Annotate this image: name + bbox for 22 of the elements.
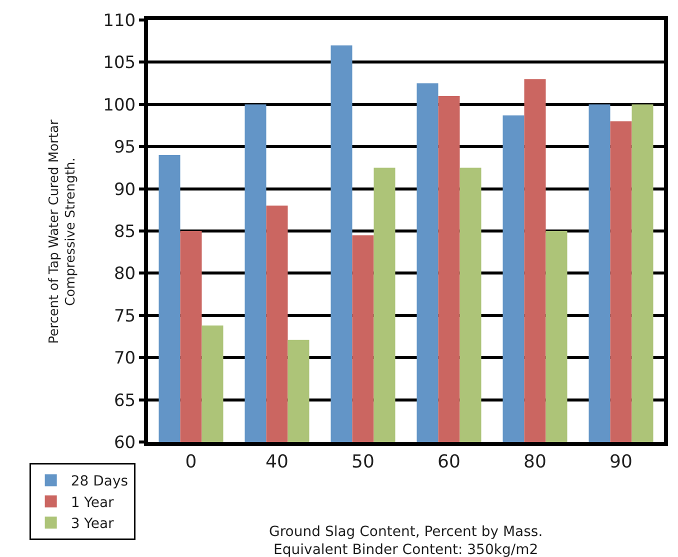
y-tick-label: 100 xyxy=(103,95,136,116)
y-tick-label: 60 xyxy=(114,432,136,453)
x-tick-label: 0 xyxy=(185,452,197,473)
y-axis-title: Percent of Tap Water Cured Mortar Compressive Strength. xyxy=(46,119,79,344)
y-tick-label: 90 xyxy=(114,180,136,200)
y-tick-label: 95 xyxy=(114,138,136,158)
legend-label: 3 Year xyxy=(70,516,114,532)
legend-label: 28 Days xyxy=(70,474,128,490)
x-tick-label: 90 xyxy=(610,452,632,473)
x-tick-label: 40 xyxy=(266,452,288,473)
y-tick-label: 70 xyxy=(114,348,136,369)
x-tick-label: 60 xyxy=(438,452,460,473)
y-tick-label: 75 xyxy=(114,306,136,326)
y-tick-label: 85 xyxy=(114,222,136,242)
x-axis-title: Ground Slag Content, Percent by Mass. Equivalent Binder Content: 350kg/m2 xyxy=(269,524,543,557)
legend-label: 1 Year xyxy=(70,494,114,511)
x-tick-label: 80 xyxy=(524,452,546,473)
y-tick-label: 80 xyxy=(114,264,136,284)
y-tick-label: 105 xyxy=(103,53,136,74)
x-tick-label: 50 xyxy=(352,452,374,473)
y-tick-label: 65 xyxy=(114,390,136,411)
y-tick-label: 110 xyxy=(103,10,136,31)
